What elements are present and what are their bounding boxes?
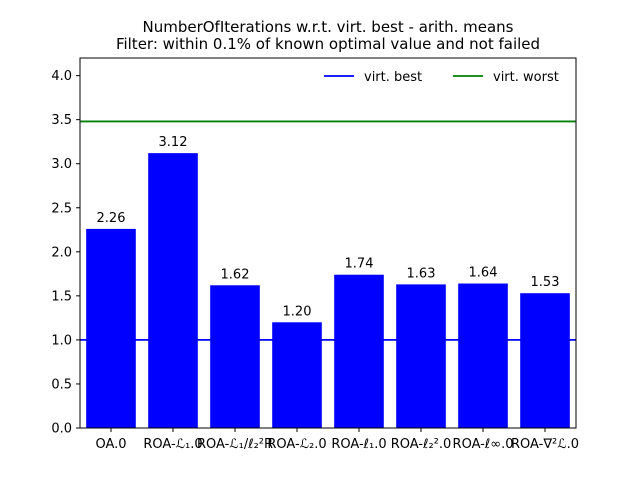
- bar-value-labels: 2.26 3.12 1.62 1.20 1.74 1.63 1.64 1.53: [97, 135, 560, 319]
- bar-8: [520, 293, 570, 428]
- bar-6: [396, 284, 446, 428]
- legend-label: virt. best: [364, 70, 422, 85]
- bar-value-label: 1.74: [345, 257, 374, 272]
- legend: virt. best virt. worst: [324, 70, 559, 85]
- x-tick-label: ROA-ℒ₁/ℓ₂²R: [197, 437, 273, 452]
- bar-value-label: 3.12: [159, 135, 188, 150]
- bar-value-label: 1.63: [407, 266, 436, 281]
- y-tick-label: 0.5: [51, 377, 72, 392]
- y-tick-label: 0.0: [51, 422, 72, 437]
- chart-title: NumberOfIterations w.r.t. virt. best - a…: [142, 18, 513, 36]
- y-axis: 0.0 0.5 1.0 1.5 2.0 2.5 3.0 3.5 4.0: [51, 69, 80, 437]
- bar-7: [458, 283, 508, 428]
- plot-frame: [79, 57, 577, 429]
- y-tick-label: 4.0: [51, 69, 72, 84]
- bar-2: [148, 153, 198, 428]
- bar-3: [210, 285, 260, 428]
- y-tick-label: 1.0: [51, 333, 72, 348]
- y-tick-label: 3.5: [51, 113, 72, 128]
- x-tick-label: ROA-ℓ₁.0: [331, 437, 386, 452]
- bar-value-label: 1.62: [221, 267, 250, 282]
- x-tick-label: ROA-ℓ₂².0: [391, 437, 452, 452]
- chart-subtitle: Filter: within 0.1% of known optimal val…: [116, 35, 540, 53]
- y-tick-label: 3.0: [51, 157, 72, 172]
- bar-value-label: 2.26: [97, 211, 126, 226]
- bar-4: [272, 322, 322, 428]
- x-tick-label: ROA-ℒ₂.0: [267, 437, 326, 452]
- y-tick-label: 2.0: [51, 245, 72, 260]
- bar-1: [86, 228, 136, 428]
- x-tick-label: OA.0: [95, 437, 126, 452]
- x-tick-label: ROA-∇²ℒ.0: [511, 437, 579, 452]
- bar-5: [334, 274, 384, 428]
- y-tick-label: 1.5: [51, 289, 72, 304]
- bar-value-label: 1.53: [531, 275, 560, 290]
- x-tick-label: ROA-ℒ₁.0: [143, 437, 202, 452]
- legend-label: virt. worst: [493, 70, 559, 85]
- bar-value-label: 1.64: [469, 266, 498, 281]
- x-tick-label: ROA-ℓ∞.0: [453, 437, 514, 452]
- bars: [86, 153, 570, 428]
- y-tick-label: 2.5: [51, 201, 72, 216]
- bar-value-label: 1.20: [283, 304, 312, 319]
